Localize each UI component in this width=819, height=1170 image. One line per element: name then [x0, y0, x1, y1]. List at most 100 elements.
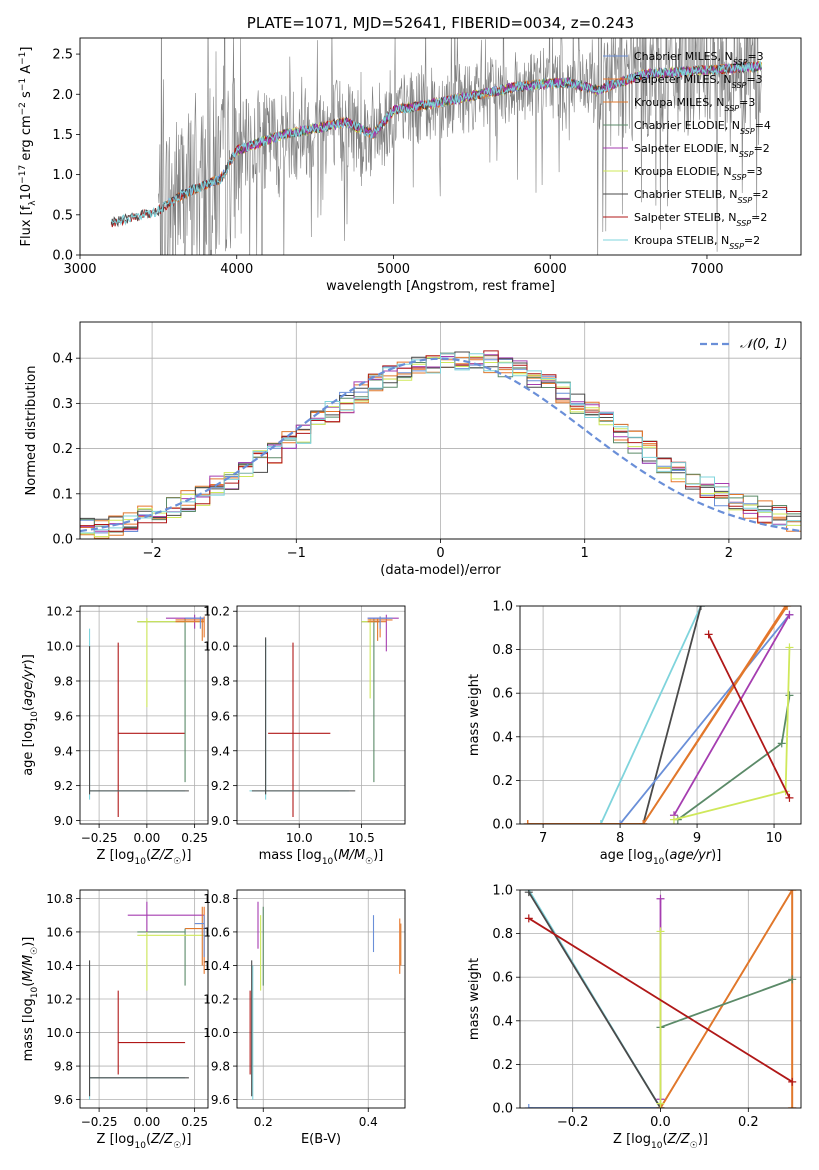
age_vs_mass-ytick-label: 10.0 — [203, 640, 230, 654]
age_vs_mass-ytick-label: 9.4 — [211, 744, 230, 758]
massweight_vs_age-xtick-label: 8 — [616, 831, 624, 846]
mass_vs_Z-ylabel: mass [log10(M/M☉)] — [21, 937, 40, 1062]
massweight_vs_age-xlabel: age [log10(age/yr)] — [600, 848, 722, 867]
point-chabrier-stelib — [89, 646, 189, 795]
spectrum-xtick-label: 5000 — [377, 262, 410, 277]
model-line-kroupa-stelib — [110, 59, 762, 226]
legend-entry: Kroupa ELODIE, NSSP=3 — [634, 165, 763, 182]
point-salpeter-stelib — [268, 642, 331, 818]
residuals-xtick-label: 1 — [581, 546, 589, 561]
series-marker — [669, 815, 678, 824]
age_vs_Z-ytick-label: 9.0 — [54, 814, 73, 828]
series-line — [660, 978, 793, 1029]
spectrum-ytick-label: 0.5 — [52, 208, 73, 223]
mass_vs_ebv-ytick-label: 10.8 — [203, 892, 230, 906]
series-kroupa-miles — [523, 606, 792, 824]
point-kroupa-miles — [175, 618, 205, 641]
legend-entry: Salpeter STELIB, NSSP=2 — [634, 211, 767, 228]
massweight_vs_age-grid — [520, 605, 801, 825]
series-line — [673, 614, 791, 816]
massweight_vs_age-ytick-label: 0.4 — [492, 730, 513, 745]
residuals-frame — [79, 321, 802, 540]
point-kroupa-elodie — [137, 931, 205, 991]
mass_vs_Z-xtick-label: −0.25 — [81, 1115, 118, 1129]
age_vs_Z-xlabel: Z [log10(Z/Z☉)] — [97, 848, 192, 867]
massweight_vs_Z-frame — [519, 889, 802, 1109]
series-salpeter-stelib — [524, 914, 797, 1086]
series-marker — [783, 606, 792, 610]
spectrum-legend: Chabrier MILES, NSSP=3 Salpeter MILES, NS… — [603, 50, 771, 251]
massweight_vs_Z-xtick-label: 0.2 — [738, 1115, 759, 1130]
legend-entry: 𝒩(0, 1) — [740, 337, 787, 352]
massweight_vs_age-xtick-label: 7 — [539, 831, 547, 846]
mass_vs_ebv-frame — [236, 889, 406, 1109]
spectrum-ytick-label: 1.0 — [52, 168, 73, 183]
legend-entry: Kroupa MILES, NSSP=3 — [634, 96, 755, 113]
mass_vs_ebv-ytick-label: 10.4 — [203, 959, 230, 973]
point-salpeter-stelib — [117, 642, 186, 818]
series-chabrier-stelib — [639, 606, 705, 824]
point-kroupa-miles — [185, 906, 205, 966]
massweight_vs_Z-ytick-label: 1.0 — [492, 884, 513, 899]
mass_vs_ebv-ytick-label: 10.6 — [203, 925, 230, 939]
series-line — [527, 606, 787, 824]
legend-entry: Salpeter ELODIE, NSSP=2 — [634, 142, 770, 159]
age_vs_mass-ytick-label: 9.8 — [211, 674, 230, 688]
age_vs_mass-xtick-label: 10.0 — [286, 831, 313, 845]
massweight_vs_Z-ytick-label: 0.8 — [492, 927, 513, 942]
spectrum-frame — [79, 37, 802, 256]
residuals-ytick-label: 0.1 — [52, 487, 73, 502]
series-line — [528, 891, 662, 1108]
series-marker — [788, 890, 797, 894]
series-marker — [785, 643, 794, 652]
series-marker — [524, 890, 533, 897]
legend-entry: Salpeter MILES, NSSP=3 — [634, 73, 763, 90]
massweight_vs_age-frame — [519, 605, 802, 825]
age_vs_mass-ytick-label: 9.0 — [211, 814, 230, 828]
normal-curve — [80, 357, 801, 533]
residuals-xtick-label: −1 — [287, 546, 306, 561]
age_vs_Z-ytick-label: 9.6 — [54, 709, 73, 723]
age_vs_mass-ytick-label: 9.6 — [211, 709, 230, 723]
series-salpeter-elodie — [669, 610, 794, 820]
spectrum-xtick-label: 4000 — [220, 262, 253, 277]
series-line — [677, 695, 791, 821]
massweight_vs_age-ytick-label: 0.2 — [492, 774, 513, 789]
series-marker — [785, 793, 794, 802]
age_vs_Z-xtick-label: 0.25 — [181, 831, 208, 845]
age_vs_Z-xtick-label: 0.00 — [134, 831, 161, 845]
residuals-ytick-label: 0.4 — [52, 352, 73, 367]
spectrum-ylabel: Flux [fλ10−17 erg cm−2 s−1 A−1] — [18, 47, 38, 247]
mass_vs_ebv-xlabel: E(B-V) — [301, 1132, 341, 1147]
massweight_vs_Z-xtick-label: 0.0 — [650, 1115, 671, 1130]
legend-entry: Chabrier STELIB, NSSP=2 — [634, 188, 768, 205]
mass_vs_ebv-ytick-label: 9.6 — [211, 1093, 230, 1107]
legend-entry: Chabrier ELODIE, NSSP=4 — [634, 119, 771, 136]
massweight_vs_age-ytick-label: 1.0 — [492, 600, 513, 615]
series-marker — [777, 739, 786, 748]
series-marker — [785, 610, 794, 619]
series-marker — [523, 820, 532, 824]
residuals-ytick-label: 0.2 — [52, 442, 73, 457]
mass_vs_Z-ytick-label: 10.2 — [46, 993, 73, 1007]
age_vs_Z-ytick-label: 9.8 — [54, 674, 73, 688]
massweight_vs_Z-ytick-label: 0.6 — [492, 971, 513, 986]
residuals-xlabel: (data-model)/error — [380, 563, 501, 578]
massweight_vs_age-xtick-label: 10 — [766, 831, 783, 846]
massweight_vs_age-axes: 7 8 9 10 0.0 0.2 0.4 0.6 0.8 1.0 age [log10(age/yr… — [467, 600, 802, 867]
model-line-salpeter-elodie — [236, 61, 762, 155]
massweight_vs_Z-ylabel: mass weight — [467, 958, 482, 1040]
point-kroupa-stelib — [89, 628, 186, 800]
massweight_vs_Z-axes: −0.2 0.0 0.2 0.0 0.2 0.4 0.6 0.8 1.0 Z [log10(Z/Z… — [467, 884, 802, 1151]
series-marker — [788, 1104, 797, 1108]
series-line — [659, 890, 794, 1108]
series-marker — [616, 820, 625, 824]
mass_vs_Z-ytick-label: 9.6 — [54, 1093, 73, 1107]
series-salpeter-stelib — [704, 630, 794, 802]
residuals-xtick-label: 0 — [436, 546, 444, 561]
mass_vs_ebv-axes: 0.2 0.4 9.6 9.8 10.0 10.2 10.4 10.6 10.8 E(B-V) — [203, 889, 406, 1147]
residuals-axes: −2 −1 0 1 2 0.0 0.1 0.2 0.3 0.4 𝒩(0, 1) (data-model… — [24, 321, 802, 578]
age_vs_Z-ytick-label: 10.0 — [46, 640, 73, 654]
point-kroupa-elodie — [361, 618, 374, 699]
